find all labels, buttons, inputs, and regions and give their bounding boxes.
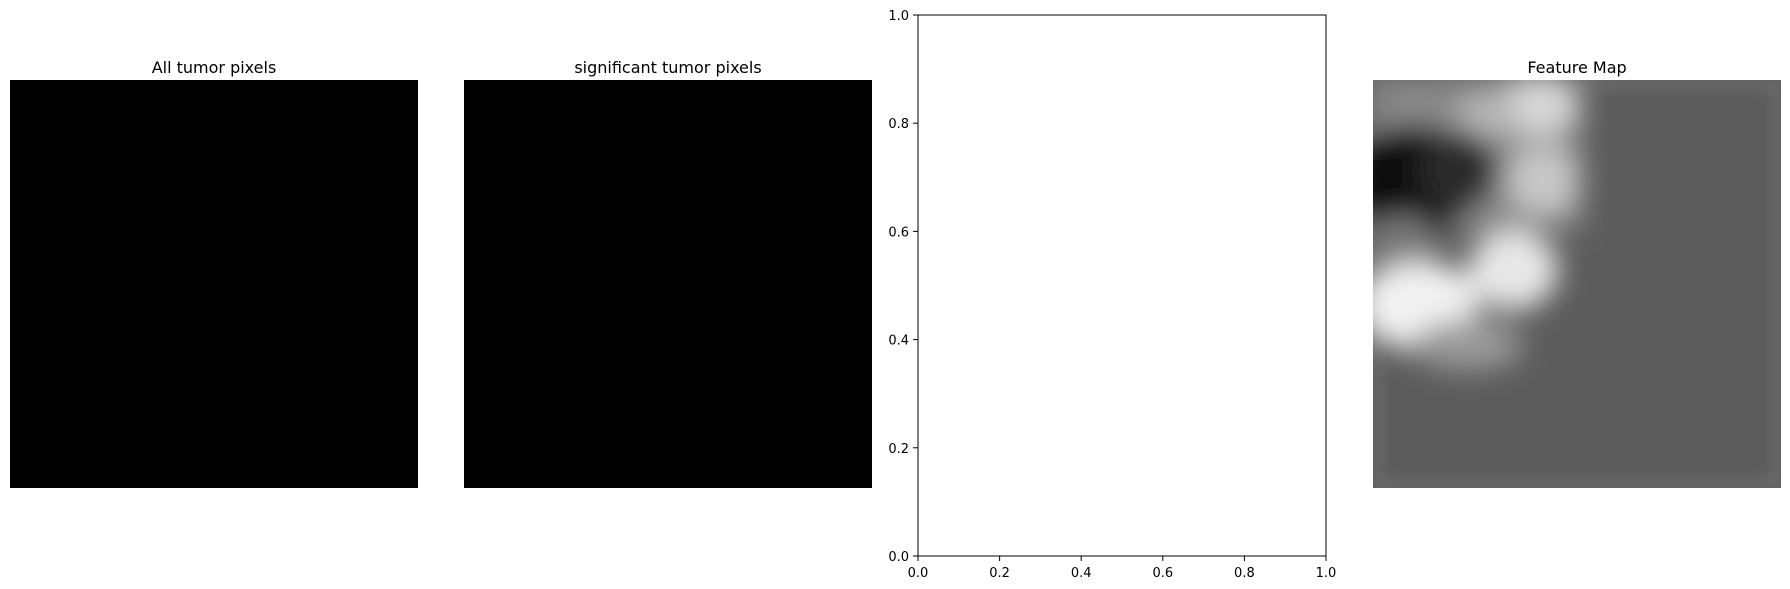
- y-tick-label: 0.2: [888, 442, 909, 457]
- x-tick-label: 0.8: [1234, 566, 1255, 581]
- y-tick-label: 0.8: [888, 117, 909, 132]
- x-tick-label: 0.4: [1071, 566, 1092, 581]
- panel-title-feature-map: Feature Map: [1527, 58, 1627, 77]
- all-tumor-pixels-image: [10, 80, 418, 488]
- y-tick-label: 1.0: [888, 9, 909, 24]
- x-tick-label: 0.2: [989, 566, 1010, 581]
- panel-title-all-tumor-pixels: All tumor pixels: [151, 58, 277, 77]
- feature-map-blobs: [1373, 80, 1583, 370]
- x-tick-label: 0.6: [1152, 566, 1173, 581]
- feature-map-svg: [1373, 80, 1781, 488]
- y-tick-label: 0.6: [888, 225, 909, 240]
- feature-map-image: [1373, 80, 1781, 488]
- significant-tumor-pixels-image: [464, 80, 872, 488]
- y-tick-label: 0.4: [888, 334, 909, 349]
- panel-title-significant-tumor-pixels: significant tumor pixels: [574, 58, 762, 77]
- x-tick-label: 0.0: [908, 566, 929, 581]
- y-tick-label: 0.0: [888, 550, 909, 565]
- x-tick-label: 1.0: [1316, 566, 1337, 581]
- axes-frame: [917, 14, 1327, 557]
